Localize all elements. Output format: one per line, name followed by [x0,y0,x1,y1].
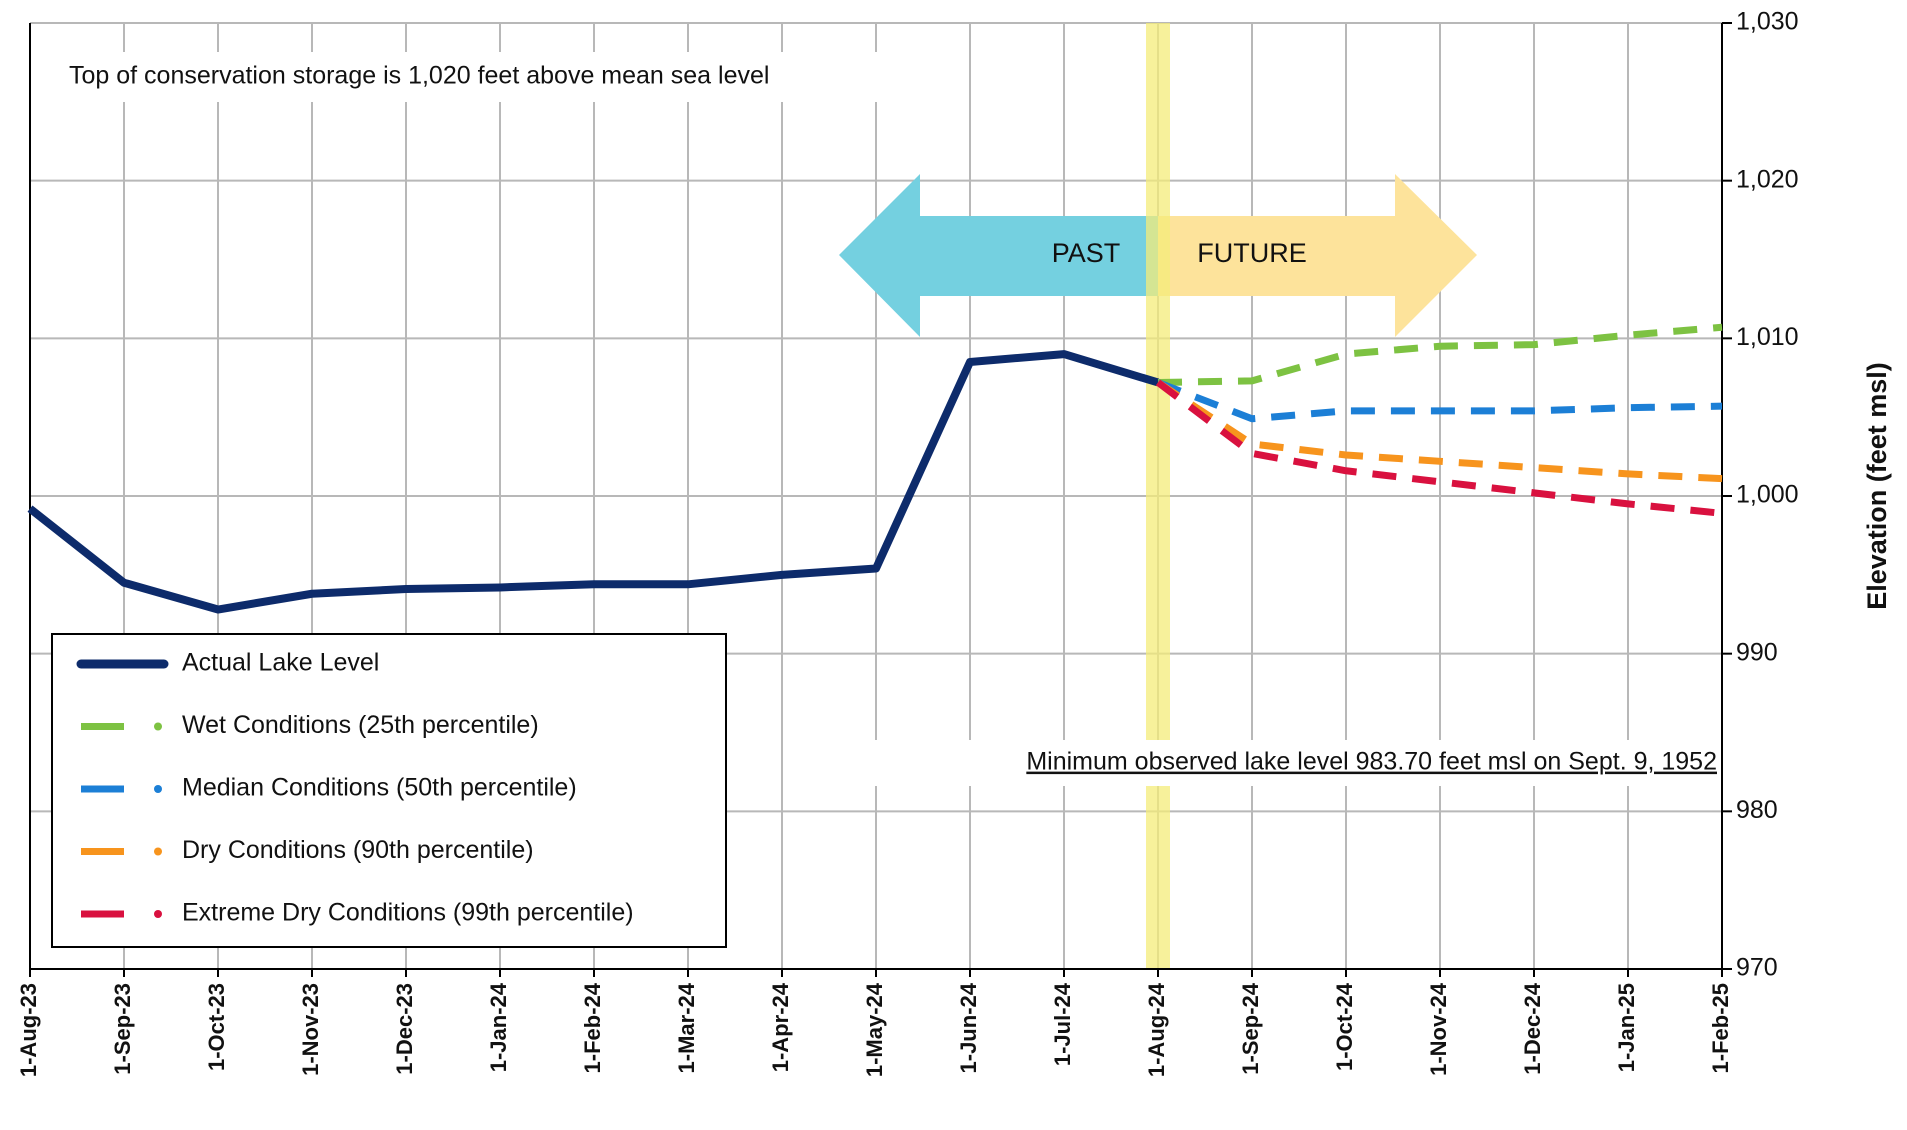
legend [51,633,727,948]
current-date-band [1146,23,1170,969]
x-tick-label: 1-Dec-23 [392,983,417,1075]
legend-entries: Actual Lake Level Wet Conditions (25th pe… [76,649,634,927]
x-tick-label: 1-Jan-24 [486,982,511,1072]
x-tick-label: 1-Dec-24 [1520,982,1545,1074]
past-arrow [839,174,1158,337]
y-tick-label: 990 [1736,638,1778,666]
x-tick-label: 1-Aug-23 [16,983,41,1077]
annotation-bg [40,52,960,102]
x-tick-label: 1-Feb-24 [580,982,605,1073]
y-axis-title: Elevation (feet msl) [1862,362,1892,610]
x-tick-label: 1-Jul-24 [1050,982,1075,1066]
annotation-bg [850,740,1720,786]
x-tick-label: 1-Mar-24 [674,982,699,1073]
x-tick-label: 1-May-24 [862,982,887,1077]
legend-swatch-dot [154,785,162,793]
legend-swatch-dot [154,847,162,856]
x-tick-label: 1-Jan-25 [1614,983,1639,1072]
legend-label: Extreme Dry Conditions (99th percentile) [182,899,634,927]
series-line [27,350,1160,614]
y-tick-label: 1,030 [1736,8,1799,36]
x-tick-label: 1-Oct-23 [204,983,229,1071]
x-tick-label: 1-Sep-23 [110,983,135,1075]
x-tick-label: 1-Aug-24 [1144,982,1169,1077]
series-line [1155,379,1723,517]
y-tick-label: 1,000 [1736,481,1799,509]
legend-label: Wet Conditions (25th percentile) [182,711,539,739]
plot-lines [27,323,1723,614]
legend-label: Dry Conditions (90th percentile) [182,836,534,864]
series-line [1157,323,1723,386]
x-tick-label: 1-Nov-23 [298,983,323,1076]
x-tick-label: 1-Oct-24 [1332,982,1357,1071]
legend-swatch-dot [154,722,162,731]
series-line [1156,379,1723,423]
legend-swatch-dot [154,910,162,918]
future-label: FUTURE [1197,238,1307,268]
legend-label: Median Conditions (50th percentile) [182,774,577,802]
legend-label: Actual Lake Level [182,649,379,677]
x-tick-label: 1-Feb-25 [1708,983,1733,1073]
annotation-minimum: Minimum observed lake level 983.70 feet … [1026,748,1717,776]
annotation-top: Top of conservation storage is 1,020 fee… [69,62,769,90]
x-tick-label: 1-Jun-24 [956,982,981,1073]
x-tick-label: 1-Apr-24 [768,982,793,1072]
x-tick-label: 1-Sep-24 [1238,982,1263,1074]
x-tick-label: 1-Nov-24 [1426,982,1451,1076]
y-tick-label: 970 [1736,954,1778,982]
y-tick-label: 1,020 [1736,165,1799,193]
future-arrow [1158,174,1477,337]
series-line [1156,379,1723,483]
y-tick-label: 980 [1736,796,1778,824]
y-tick-label: 1,010 [1736,323,1799,351]
past-label: PAST [1052,238,1121,268]
